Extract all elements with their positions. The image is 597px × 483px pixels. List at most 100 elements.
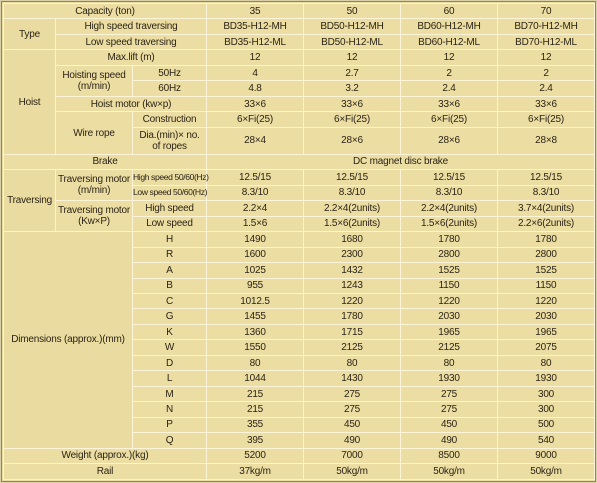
table-cell: 4.8	[206, 80, 304, 97]
table-cell: 300	[497, 385, 595, 403]
table-row: Low speed 50/60(Hz) 8.3/10 8.3/10 8.3/10 8.3…	[4, 184, 595, 202]
table-cell: 28×6	[303, 126, 401, 155]
spec-table: Capacity (ton) 35 50 60 70 Type High speed tra…	[3, 2, 595, 480]
table-cell: 12	[303, 49, 401, 66]
table-cell: 33×6	[303, 95, 401, 113]
table-cell: W	[132, 339, 207, 356]
table-cell: 2.2×4(2units)	[400, 200, 498, 217]
table-cell: 2.4	[400, 80, 498, 97]
table-cell: BD50-H12-MH	[303, 18, 401, 35]
table-row: C 1012.5 1220 1220 1220	[4, 292, 595, 310]
table-cell: 80	[303, 354, 401, 372]
table-cell: D	[132, 354, 207, 372]
table-cell: 12.5/15	[206, 169, 304, 186]
table-cell: Construction	[132, 111, 207, 128]
table-cell: 1525	[497, 262, 595, 279]
table-cell: 1.5×6	[206, 215, 304, 233]
table-cell: Hoist	[3, 49, 56, 155]
table-row: W 1550 2125 2125 2075	[4, 339, 595, 356]
table-cell: 1220	[497, 292, 595, 310]
table-cell: 2.7	[303, 64, 401, 82]
table-cell: Traversing	[3, 169, 56, 233]
table-cell: 1455	[206, 308, 304, 325]
table-cell: Capacity (ton)	[3, 2, 207, 20]
table-cell: BD35-H12-MH	[206, 18, 304, 35]
table-cell: K	[132, 323, 207, 341]
table-cell: 1550	[206, 339, 304, 356]
table-cell: 395	[206, 432, 304, 449]
table-cell: BD35-H12-ML	[206, 33, 304, 51]
table-cell: 28×8	[497, 126, 595, 155]
table-cell: 35	[206, 2, 304, 20]
table-cell: A	[132, 262, 207, 279]
table-row: Q 395 490 490 540	[4, 432, 595, 449]
table-cell: 33×6	[400, 95, 498, 113]
table-cell: Wire rope	[55, 111, 133, 155]
table-cell: Low speed	[132, 215, 207, 233]
table-cell: G	[132, 308, 207, 325]
table-cell: 1360	[206, 323, 304, 341]
table-cell: 275	[400, 385, 498, 403]
table-cell: 490	[303, 432, 401, 449]
table-cell: Hoist motor (kw×p)	[55, 95, 207, 113]
table-cell: 450	[303, 416, 401, 434]
table-cell: 1780	[303, 308, 401, 325]
table-cell: L	[132, 370, 207, 387]
table-cell: BD70-H12-MH	[497, 18, 595, 35]
table-row: R 1600 2300 2800 2800	[4, 246, 595, 264]
table-cell: R	[132, 246, 207, 264]
table-row: N 215 275 275 300	[4, 401, 595, 418]
table-cell: Dia.(min)× no. of ropes	[132, 126, 207, 155]
table-cell: 2300	[303, 246, 401, 264]
table-cell: 50Hz	[132, 64, 207, 82]
table-cell: B	[132, 277, 207, 294]
table-row: Hoist Max.lift (m) 12 12 12 12	[3, 49, 595, 155]
table-cell: 70	[497, 2, 595, 20]
table-cell: 80	[206, 354, 304, 372]
table-cell: 9000	[497, 447, 595, 465]
table-cell: BD60-H12-MH	[400, 18, 498, 35]
table-row: Weight (approx.)(kg) 5200 7000 8500 9000	[3, 447, 595, 465]
table-cell: 1965	[400, 323, 498, 341]
table-cell: 33×6	[497, 95, 595, 113]
table-cell: Weight (approx.)(kg)	[3, 447, 207, 465]
table-row: Wire rope Construction 6×Fi(25) 6×Fi(25) 6×F…	[4, 111, 595, 155]
table-cell: Brake	[3, 153, 207, 171]
table-cell: 8.3/10	[400, 184, 498, 202]
table-cell: 2125	[303, 339, 401, 356]
table-cell: Dimensions (approx.)(mm)	[3, 231, 133, 449]
table-cell: 955	[206, 277, 304, 294]
table-cell: 60	[400, 2, 498, 20]
table-cell: 6×Fi(25)	[497, 111, 595, 128]
table-cell: 3.7×4(2units)	[497, 200, 595, 217]
table-cell: 1432	[303, 262, 401, 279]
table-cell: 1.5×6(2units)	[303, 215, 401, 233]
table-cell: 1715	[303, 323, 401, 341]
table-cell: 12.5/15	[303, 169, 401, 186]
table-cell: 6×Fi(25)	[303, 111, 401, 128]
table-row: Dimensions (approx.)(mm) H 1490 1680 1780 178…	[3, 231, 595, 449]
table-row: Dia.(min)× no. of ropes 28×4 28×6 28×6 28×8	[4, 126, 595, 155]
table-cell: 2030	[497, 308, 595, 325]
table-row: Traversing Traversing motor (m/min) High s…	[3, 169, 595, 233]
table-cell: 50kg/m	[400, 463, 498, 480]
table-row: Hoist motor (kw×p) 33×6 33×6 33×6 33×6	[4, 95, 595, 113]
table-cell: Type	[3, 18, 56, 51]
table-cell: 80	[497, 354, 595, 372]
table-cell: 50kg/m	[303, 463, 401, 480]
table-cell: 2800	[497, 246, 595, 264]
table-cell: 8500	[400, 447, 498, 465]
table-row: Low speed 1.5×6 1.5×6(2units) 1.5×6(2units)…	[4, 215, 595, 233]
table-cell: 12	[400, 49, 498, 66]
table-cell: 28×4	[206, 126, 304, 155]
table-cell: 540	[497, 432, 595, 449]
table-cell: 6×Fi(25)	[400, 111, 498, 128]
table-cell: 2.2×4(2units)	[303, 200, 401, 217]
table-cell: Rail	[3, 463, 207, 480]
table-cell: High speed traversing	[55, 18, 207, 35]
table-row: Rail 37kg/m 50kg/m 50kg/m 50kg/m	[3, 463, 595, 480]
table-cell: 490	[400, 432, 498, 449]
table-cell: 1012.5	[206, 292, 304, 310]
table-row: G 1455 1780 2030 2030	[4, 308, 595, 325]
